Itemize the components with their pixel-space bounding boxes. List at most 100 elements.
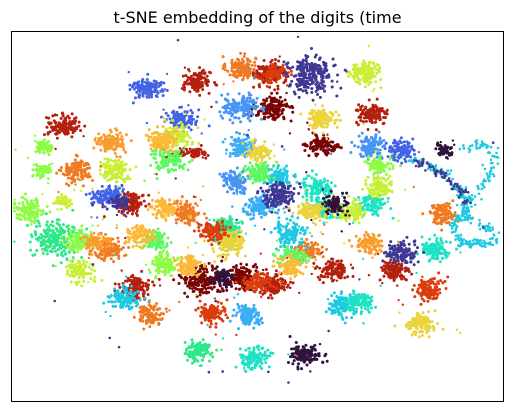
data-point <box>308 174 311 178</box>
data-point <box>292 221 296 225</box>
data-point <box>231 314 235 318</box>
data-point <box>238 282 242 286</box>
data-point <box>175 199 179 203</box>
data-point <box>262 102 266 106</box>
data-point <box>362 292 366 296</box>
data-point <box>285 285 289 289</box>
data-point <box>232 308 236 312</box>
scatter-points <box>12 35 501 384</box>
data-point <box>369 107 373 111</box>
data-point <box>74 183 77 186</box>
data-point <box>120 302 124 306</box>
data-point <box>253 104 257 108</box>
data-point <box>245 74 249 78</box>
data-point <box>254 207 258 211</box>
data-point <box>189 74 193 78</box>
data-point <box>190 283 194 287</box>
data-point <box>129 284 133 288</box>
data-point <box>154 81 158 85</box>
data-point <box>330 308 333 312</box>
data-point <box>207 124 211 128</box>
data-point <box>242 312 246 316</box>
data-point <box>344 296 348 300</box>
data-point <box>234 70 238 74</box>
data-point <box>110 300 114 304</box>
data-point <box>42 133 46 137</box>
data-point <box>256 113 260 117</box>
data-point <box>334 299 338 303</box>
data-point <box>327 266 331 270</box>
data-point <box>126 294 130 298</box>
data-point <box>226 69 230 73</box>
data-point <box>410 144 414 148</box>
data-point <box>360 295 364 299</box>
data-point <box>374 209 378 213</box>
data-point <box>269 293 273 297</box>
data-point <box>185 211 189 215</box>
data-point <box>313 192 317 196</box>
data-point <box>133 196 137 200</box>
data-point <box>262 115 266 119</box>
data-point <box>137 283 141 287</box>
data-point <box>270 91 274 95</box>
data-point <box>322 145 326 149</box>
data-point <box>283 211 286 214</box>
data-point <box>330 302 334 306</box>
data-point <box>197 151 201 155</box>
data-point <box>220 259 224 263</box>
data-point <box>350 316 354 320</box>
data-point <box>135 283 139 287</box>
data-point <box>226 176 230 180</box>
data-point <box>308 184 312 188</box>
data-point <box>205 277 209 281</box>
data-point <box>367 208 371 212</box>
data-point <box>259 203 263 207</box>
data-point <box>129 278 133 282</box>
data-point <box>318 266 322 270</box>
data-point <box>254 195 258 199</box>
data-point <box>137 195 141 199</box>
data-point <box>386 266 390 270</box>
data-point <box>73 171 77 175</box>
data-point <box>109 257 113 261</box>
data-point <box>348 293 352 297</box>
data-point <box>130 305 134 309</box>
data-point <box>404 278 408 282</box>
data-point <box>230 58 234 62</box>
data-point <box>57 190 60 194</box>
data-point <box>280 233 284 237</box>
data-point <box>340 301 344 305</box>
data-point <box>104 194 108 198</box>
data-point <box>193 148 197 152</box>
data-point <box>237 116 241 120</box>
data-point <box>259 102 263 106</box>
data-point <box>286 180 290 183</box>
data-point <box>375 109 379 113</box>
data-point <box>290 104 294 108</box>
data-point <box>228 152 232 156</box>
data-point <box>151 280 155 284</box>
data-point <box>202 153 206 157</box>
data-point <box>57 121 61 125</box>
data-point <box>107 252 111 256</box>
data-point <box>260 107 264 111</box>
data-point <box>178 300 181 304</box>
data-point <box>124 304 128 308</box>
data-point <box>322 221 326 225</box>
data-point <box>235 311 239 315</box>
data-point <box>144 85 148 89</box>
data-point <box>382 274 386 278</box>
data-point <box>411 147 415 151</box>
data-point <box>425 249 429 252</box>
data-point <box>310 240 314 244</box>
data-point <box>251 216 255 220</box>
data-point <box>145 309 149 313</box>
data-point <box>157 321 161 325</box>
data-point <box>129 289 133 293</box>
data-point <box>293 238 297 242</box>
data-point <box>431 242 435 246</box>
data-point <box>250 93 253 97</box>
data-point <box>439 236 443 240</box>
data-point <box>303 229 307 233</box>
data-point <box>185 79 189 83</box>
